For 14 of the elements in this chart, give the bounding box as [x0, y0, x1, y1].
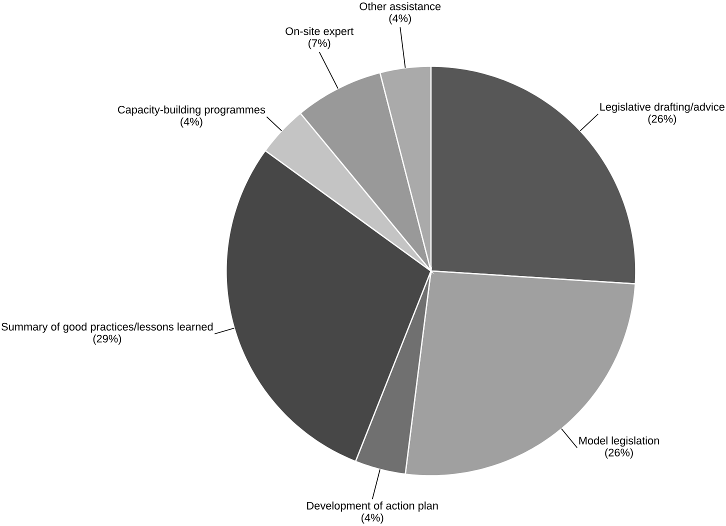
- slice-label: On-site expert: [286, 26, 354, 38]
- data-label: (4%): [180, 117, 202, 128]
- slice-label: Summary of good practices/lessons learned: [2, 322, 213, 333]
- slice-label: Capacity-building programmes: [118, 105, 266, 116]
- slice-label: Development of action plan: [307, 501, 438, 512]
- data-label: (26%): [605, 448, 633, 458]
- slice-label: Other assistance: [360, 2, 441, 10]
- data-label: (29%): [93, 334, 122, 345]
- slice-label: Model legislation: [579, 436, 659, 446]
- slice-label: Legislative drafting/advice: [600, 102, 724, 113]
- data-label: (4%): [362, 513, 384, 524]
- data-label: (7%): [308, 38, 330, 50]
- data-label: (26%): [648, 114, 676, 125]
- data-label: (4%): [389, 14, 411, 24]
